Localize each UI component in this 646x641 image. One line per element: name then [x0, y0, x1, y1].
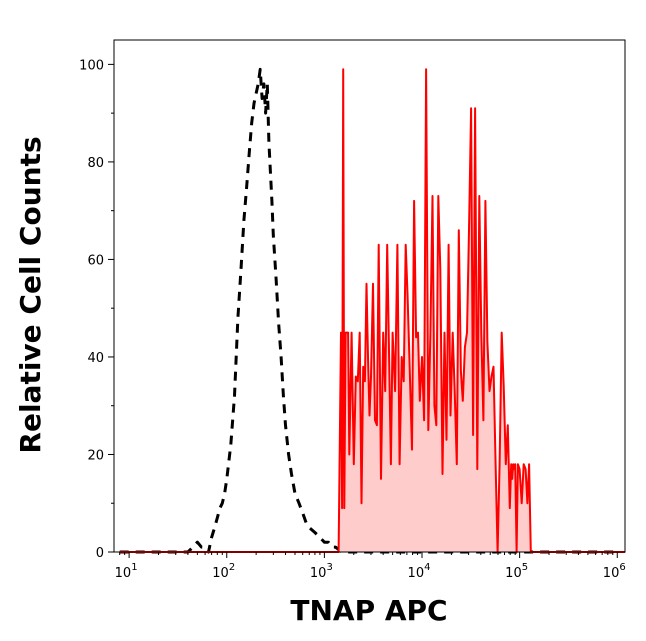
- x-tick-label-2: 103: [310, 562, 333, 581]
- y-axis: 0 20 40 60 80 100: [79, 58, 114, 561]
- x-tick-label-3: 104: [408, 562, 431, 581]
- y-tick-label-2: 40: [87, 351, 104, 366]
- x-tick-label-4: 105: [505, 562, 528, 581]
- y-axis-title: Relative Cell Counts: [14, 136, 47, 453]
- y-tick-label-3: 60: [87, 253, 104, 268]
- plot-area: [119, 67, 625, 554]
- x-tick-label-5: 106: [603, 562, 626, 581]
- x-axis-title: TNAP APC: [290, 594, 447, 627]
- series-1-fill: [119, 69, 625, 553]
- plot-frame: [113, 39, 626, 553]
- y-tick-label-5: 100: [79, 58, 104, 73]
- series-1-line: [119, 68, 625, 553]
- y-tick-label-0: 0: [96, 546, 104, 561]
- x-axis: 101 102 103 104 105 106: [115, 552, 626, 581]
- y-tick-label-4: 80: [87, 156, 104, 171]
- x-tick-label-0: 101: [115, 562, 138, 581]
- y-tick-label-1: 20: [87, 448, 104, 463]
- series-0-line: [119, 67, 618, 554]
- x-tick-label-1: 102: [212, 562, 235, 581]
